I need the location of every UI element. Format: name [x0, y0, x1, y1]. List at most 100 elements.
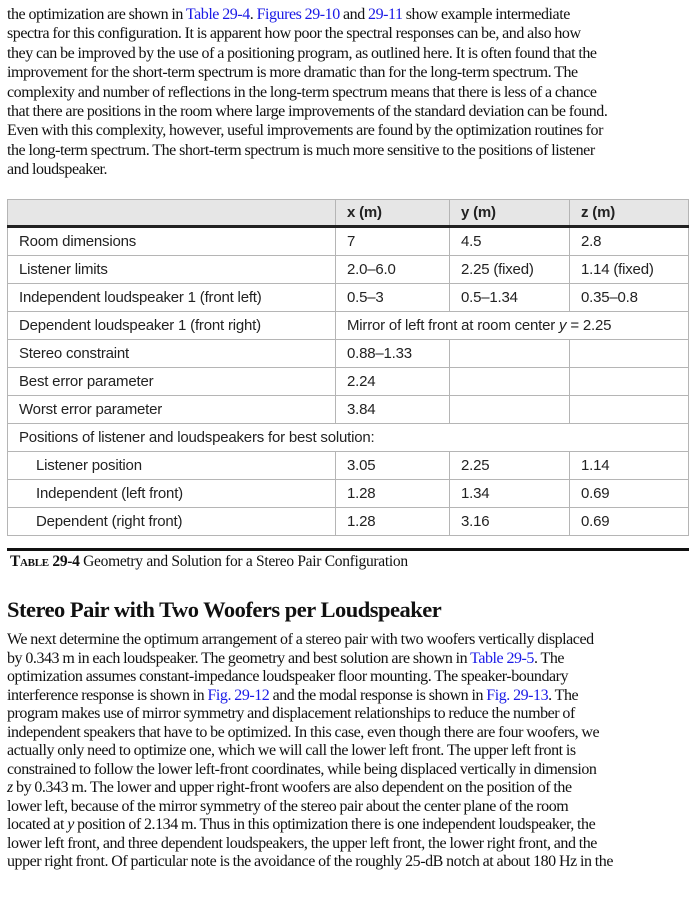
text-line: interference response is shown in Fig. 2… [7, 687, 693, 706]
cross-reference-link[interactable]: Table 29-5 [470, 649, 534, 667]
body-paragraph: We next determine the optimum arrangemen… [7, 631, 693, 872]
text-segment: optimization assumes constant-impedance … [7, 668, 569, 685]
table-cell: 1.34 [449, 479, 570, 508]
text-segment: y [67, 816, 74, 833]
table-cell: 3.16 [449, 507, 570, 536]
row-label: Independent (left front) [7, 479, 336, 508]
text-line: lower left front, and three dependent lo… [7, 835, 693, 854]
caption-text: Geometry and Solution for a Stereo Pair … [79, 553, 408, 570]
cross-reference-link[interactable]: 29-11 [368, 6, 403, 23]
table-cell: 1.14 [569, 451, 689, 480]
table-section-row: Positions of listener and loudspeakers f… [7, 423, 689, 452]
row-label: Best error parameter [7, 367, 336, 396]
text-line: spectra for this configuration. It is ap… [7, 24, 693, 43]
table-row: Best error parameter 2.24 [7, 367, 689, 396]
table-row: Stereo constraint 0.88–1.33 [7, 339, 689, 368]
column-header-x: x (m) [335, 199, 450, 228]
table-cell: 2.8 [569, 226, 689, 256]
text-segment: independent speakers that have to be opt… [7, 723, 600, 741]
text-line: upper right front. Of particular note is… [7, 853, 693, 872]
section-heading: Stereo Pair with Two Woofers per Loudspe… [7, 597, 442, 622]
text-segment: We next determine the optimum arrangemen… [7, 631, 594, 648]
mirror-text: = 2.25 [566, 317, 612, 334]
text-line: the long-term spectrum. The short-term s… [7, 141, 693, 160]
table-cell: 7 [335, 226, 450, 256]
text-line: and loudspeaker. [7, 160, 693, 179]
text-line: actually only need to optimize one, whic… [7, 742, 693, 761]
table-cell [569, 339, 689, 368]
text-line: constrained to follow the lower left-fro… [7, 761, 693, 780]
row-label: Worst error parameter [7, 395, 336, 424]
table-cell: 2.0–6.0 [335, 255, 450, 284]
caption-label: Table 29-4 [10, 553, 80, 570]
row-label: Dependent loudspeaker 1 (front right) [7, 311, 336, 340]
row-label: Independent loudspeaker 1 (front left) [7, 283, 336, 312]
table-cell [449, 367, 570, 396]
row-label: Listener limits [7, 255, 336, 284]
table-cell [449, 339, 570, 368]
text-line: that there are positions in the room whe… [7, 102, 693, 121]
cross-reference-link[interactable]: Fig. 29-12 [207, 686, 270, 704]
column-header-y: y (m) [449, 199, 570, 228]
text-segment: by 0.343 m in each loudspeaker. The geom… [7, 649, 471, 667]
text-segment: upper right front. Of particular note is… [7, 853, 613, 870]
text-line: independent speakers that have to be opt… [7, 724, 693, 743]
text-segment: complexity and number of reflections in … [7, 83, 597, 101]
cross-reference-link[interactable]: Figures 29-10 [256, 6, 341, 23]
cross-reference-link[interactable]: Table 29-4 [185, 6, 250, 23]
intro-paragraph: the optimization are shown in Table 29-4… [7, 5, 693, 180]
table-row: Worst error parameter 3.84 [7, 395, 689, 424]
table-cell: 2.25 (fixed) [449, 255, 570, 284]
table-cell: 1.14 (fixed) [569, 255, 689, 284]
text-line: by 0.343 m in each loudspeaker. The geom… [7, 650, 693, 669]
text-segment: and the modal response is shown in [269, 686, 487, 704]
table-cell: 3.05 [335, 451, 450, 480]
table-cell [569, 395, 689, 424]
text-segment: the optimization are shown in [7, 6, 186, 23]
table-row: Independent loudspeaker 1 (front left) 0.… [7, 283, 689, 312]
text-segment: . The [548, 686, 579, 704]
text-line: Even with this complexity, however, usef… [7, 121, 693, 140]
section-label: Positions of listener and loudspeakers f… [7, 423, 689, 452]
row-label: Room dimensions [7, 226, 336, 256]
table-cell: 0.88–1.33 [335, 339, 450, 368]
table-cell: 2.24 [335, 367, 450, 396]
geometry-solution-table: x (m) y (m) z (m) Room dimensions 7 4.5 2.8… [7, 199, 689, 536]
table-caption: Table 29-4 Geometry and Solution for a S… [10, 553, 408, 571]
text-segment: the long-term spectrum. The short-term s… [7, 141, 595, 159]
text-segment: and loudspeaker. [7, 161, 108, 179]
table-cell: 0.5–1.34 [449, 283, 570, 312]
table-header-row: x (m) y (m) z (m) [7, 199, 689, 228]
table-cell: 1.28 [335, 479, 450, 508]
text-line: the optimization are shown in Table 29-4… [7, 5, 693, 24]
text-segment: spectra for this configuration. It is ap… [7, 25, 581, 43]
text-line: program makes use of mirror symmetry and… [7, 705, 693, 724]
text-line: located at y position of 2.134 m. Thus i… [7, 816, 693, 835]
text-segment: actually only need to optimize one, whic… [7, 742, 576, 759]
text-segment: position of 2.134 m. Thus in this optimi… [73, 816, 596, 833]
text-segment: lower left front, and three dependent lo… [7, 834, 597, 852]
text-segment: they can be improved by the use of a pos… [7, 44, 597, 62]
table-cell: 3.84 [335, 395, 450, 424]
row-label: Stereo constraint [7, 339, 336, 368]
text-segment: improvement for the short-term spectrum … [7, 64, 578, 82]
table-cell: 0.35–0.8 [569, 283, 689, 312]
text-segment: Even with this complexity, however, usef… [7, 122, 603, 140]
row-label: Listener position [7, 451, 336, 480]
table-cell: 1.28 [335, 507, 450, 536]
mirror-text: Mirror of left front at room center [347, 317, 560, 334]
cross-reference-link[interactable]: Fig. 29-13 [486, 686, 549, 704]
text-line: complexity and number of reflections in … [7, 83, 693, 102]
table-row-mirror: Dependent loudspeaker 1 (front right) Mir… [7, 311, 689, 340]
text-segment: interference response is shown in [7, 686, 208, 704]
text-segment: . The [533, 649, 565, 667]
mirror-cell: Mirror of left front at room center y = … [335, 311, 689, 340]
text-line: We next determine the optimum arrangemen… [7, 631, 693, 650]
table-cell [449, 395, 570, 424]
table-cell: 2.25 [449, 451, 570, 480]
text-line: optimization assumes constant-impedance … [7, 668, 693, 687]
table-cell: 0.69 [569, 479, 689, 508]
text-segment: by 0.343 m. The lower and upper right-fr… [12, 779, 572, 796]
text-segment: show example intermediate [402, 6, 571, 23]
table-cell: 4.5 [449, 226, 570, 256]
